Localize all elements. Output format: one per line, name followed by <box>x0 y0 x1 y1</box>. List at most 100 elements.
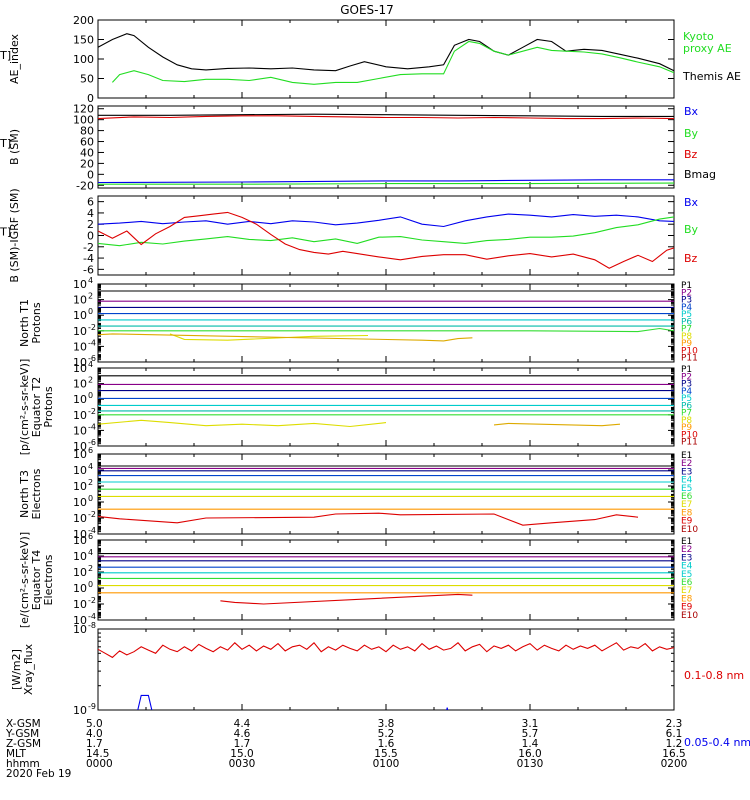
series-0-1-0-8-nm <box>98 642 674 659</box>
legend-entry: E3 <box>681 553 692 563</box>
x-row-value: 5.7 <box>522 728 539 740</box>
x-row-label: Y-GSM <box>5 728 39 740</box>
legend-entry: E7 <box>681 586 692 596</box>
series-by <box>98 216 674 247</box>
series-p9 <box>493 422 621 427</box>
y-tick-exponent: -8 <box>88 621 96 630</box>
y-tick-label: 10 <box>73 340 87 353</box>
y-tick-exponent: 0 <box>88 580 93 589</box>
legend-entry: P11 <box>681 354 698 364</box>
y-tick-label: 10 <box>73 393 87 406</box>
y-axis-label: Equator T4 <box>30 550 43 610</box>
x-row-value: 0100 <box>373 758 400 770</box>
legend-entry: E10 <box>681 611 698 621</box>
series-e9 <box>220 593 473 605</box>
legend-entry: P8 <box>681 416 692 426</box>
panel-frame <box>97 628 675 711</box>
legend-entry: Bz <box>684 148 698 161</box>
legend-entry: proxy AE <box>683 42 732 55</box>
legend-entry: E4 <box>681 562 693 572</box>
y-tick-label: 10 <box>73 356 87 369</box>
y-axis-label: [nT] <box>0 137 11 150</box>
legend-entry: By <box>684 223 699 236</box>
y-tick-label: 6 <box>87 196 94 209</box>
series-p8 <box>169 333 369 341</box>
legend-entry: P2 <box>681 288 692 298</box>
legend-entry: P7 <box>681 409 692 419</box>
y-tick-exponent: 4 <box>88 548 93 557</box>
y-tick-exponent: -4 <box>88 338 96 347</box>
y-tick-label: 4 <box>87 207 94 220</box>
legend-entry: P5 <box>681 310 692 320</box>
legend-entry: E8 <box>681 508 693 518</box>
y-tick-label: 120 <box>73 103 94 116</box>
legend-entry: E7 <box>681 500 692 510</box>
y-tick-label: 10 <box>73 614 87 627</box>
x-row-value: 1.6 <box>378 738 395 750</box>
x-row-value: 14.5 <box>86 748 109 760</box>
legend-entry: P8 <box>681 332 692 342</box>
x-row-value: 1.4 <box>522 738 539 750</box>
panel-frame <box>97 539 675 621</box>
legend-entry: E6 <box>681 492 693 502</box>
x-row-value: 5.2 <box>378 728 395 740</box>
x-row-value: 2.3 <box>666 718 683 730</box>
y-tick-label: 10 <box>73 496 87 509</box>
x-row-value: 4.0 <box>86 728 103 740</box>
date-label: 2020 Feb 19 <box>6 768 71 780</box>
y-tick-label: 100 <box>73 53 94 66</box>
series-0-05-0-4-nm <box>446 707 449 710</box>
legend-entry: Bx <box>684 196 699 209</box>
y-tick-label: 80 <box>80 125 94 138</box>
legend-entry: P11 <box>681 438 698 448</box>
y-tick-label: 10 <box>73 278 87 291</box>
series-bmag <box>98 113 674 117</box>
legend-entry: P10 <box>681 430 698 440</box>
y-tick-label: 10 <box>73 362 87 375</box>
y-tick-label: -20 <box>76 179 94 192</box>
series-p9 <box>98 333 473 342</box>
legend-entry: E8 <box>681 594 693 604</box>
y-tick-exponent: 2 <box>88 292 93 301</box>
x-row-value: 15.0 <box>230 748 253 760</box>
y-tick-label: 10 <box>73 424 87 437</box>
y-tick-label: 0 <box>87 168 94 181</box>
y-tick-label: 150 <box>73 34 94 47</box>
y-axis-label: AE_index <box>8 33 21 84</box>
x-row-label: MLT <box>6 748 26 760</box>
y-tick-label: 40 <box>80 146 94 159</box>
y-tick-label: 10 <box>73 448 87 461</box>
x-row-value: 0200 <box>661 758 688 770</box>
legend-entry: P4 <box>681 387 692 397</box>
legend-entry: P9 <box>681 339 692 349</box>
legend-entry: P4 <box>681 303 692 313</box>
legend-entry: 0.1-0.8 nm <box>684 669 744 682</box>
y-tick-exponent: -6 <box>88 438 96 447</box>
legend-entry: P9 <box>681 423 692 433</box>
legend-entry: P3 <box>681 296 692 306</box>
y-axis-label: [nT] <box>0 226 11 239</box>
y-tick-exponent: 4 <box>88 276 93 285</box>
y-tick-label: 0 <box>87 92 94 105</box>
y-axis-label: North T3 <box>18 470 31 518</box>
y-tick-exponent: -9 <box>88 702 96 711</box>
x-row-label: X-GSM <box>6 718 41 730</box>
y-tick-label: 10 <box>73 409 87 422</box>
panel-frame <box>97 283 675 363</box>
series-kyoto-proxy-ae <box>111 40 674 85</box>
legend-entry: E3 <box>681 467 692 477</box>
x-row-label: Z-GSM <box>6 738 41 750</box>
legend-entry: Bz <box>684 252 698 265</box>
x-row-value: 4.4 <box>234 718 251 730</box>
x-row-value: 3.8 <box>378 718 395 730</box>
y-tick-exponent: -2 <box>88 510 96 519</box>
series-p7 <box>98 327 674 333</box>
y-tick-exponent: 4 <box>88 360 93 369</box>
legend-entry: E2 <box>681 459 692 469</box>
legend-entry: E2 <box>681 545 692 555</box>
x-row-value: 1.7 <box>86 738 103 750</box>
